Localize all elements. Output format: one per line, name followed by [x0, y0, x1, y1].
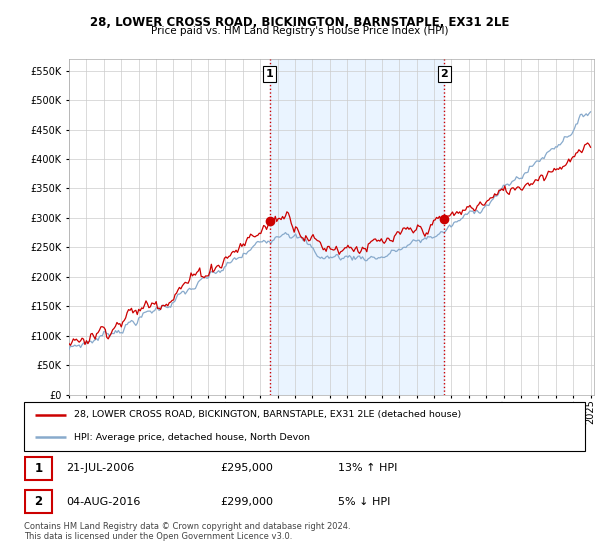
Text: 13% ↑ HPI: 13% ↑ HPI	[338, 464, 398, 473]
Bar	[270, 59, 445, 395]
Text: 28, LOWER CROSS ROAD, BICKINGTON, BARNSTAPLE, EX31 2LE (detached house): 28, LOWER CROSS ROAD, BICKINGTON, BARNST…	[74, 410, 462, 419]
Text: 04-AUG-2016: 04-AUG-2016	[66, 497, 140, 507]
Text: 1: 1	[35, 462, 43, 475]
FancyBboxPatch shape	[24, 402, 585, 451]
Text: Price paid vs. HM Land Registry's House Price Index (HPI): Price paid vs. HM Land Registry's House …	[151, 26, 449, 36]
FancyBboxPatch shape	[25, 457, 52, 480]
Text: 5% ↓ HPI: 5% ↓ HPI	[338, 497, 391, 507]
Text: Contains HM Land Registry data © Crown copyright and database right 2024.
This d: Contains HM Land Registry data © Crown c…	[24, 522, 350, 542]
Text: 28, LOWER CROSS ROAD, BICKINGTON, BARNSTAPLE, EX31 2LE: 28, LOWER CROSS ROAD, BICKINGTON, BARNST…	[91, 16, 509, 29]
Text: £295,000: £295,000	[220, 464, 273, 473]
FancyBboxPatch shape	[25, 491, 52, 514]
Text: 1: 1	[266, 69, 274, 79]
Text: £299,000: £299,000	[220, 497, 274, 507]
Text: 2: 2	[440, 69, 448, 79]
Text: 2: 2	[35, 496, 43, 508]
Text: 21-JUL-2006: 21-JUL-2006	[66, 464, 134, 473]
Text: HPI: Average price, detached house, North Devon: HPI: Average price, detached house, Nort…	[74, 433, 310, 442]
